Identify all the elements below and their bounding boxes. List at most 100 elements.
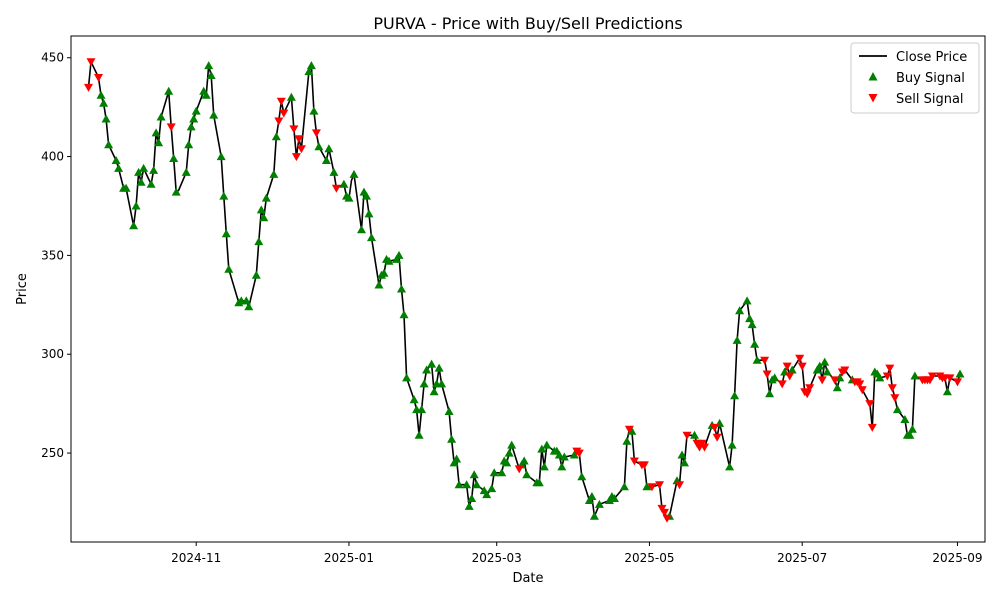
x-tick-label: 2025-09 (932, 551, 982, 565)
buy-signal-marker (587, 492, 597, 500)
chart-title: PURVA - Price with Buy/Sell Predictions (373, 14, 682, 33)
buy-signal-marker (489, 468, 499, 477)
buy-signal-marker (609, 494, 619, 502)
buy-signal-marker (892, 405, 902, 414)
buy-signal-marker (589, 511, 599, 520)
buy-signal-marker (241, 296, 251, 305)
sell-signal-marker (885, 364, 895, 373)
buy-signal-marker (822, 367, 832, 376)
y-tick-label: 350 (41, 248, 64, 262)
sell-signal-marker (311, 129, 321, 138)
buy-signal-marker (286, 92, 296, 101)
sell-signal-marker (890, 394, 900, 403)
buy-signal-marker (149, 165, 159, 174)
buy-signal-marker (329, 167, 339, 176)
buy-signal-marker (942, 387, 952, 396)
y-axis: 250 300 350 400 450 (41, 51, 71, 460)
sell-signal-marker (289, 125, 299, 134)
buy-signal-marker (309, 106, 319, 115)
buy-signal-marker (747, 320, 757, 329)
buy-signal-marker (189, 114, 199, 123)
buy-signal-marker (204, 61, 214, 70)
buy-signal-marker (765, 389, 775, 398)
y-tick-label: 400 (41, 150, 64, 164)
sell-signal-marker (802, 390, 812, 399)
buy-signal-marker (402, 373, 412, 382)
buy-signal-marker (201, 90, 211, 99)
buy-signal-marker (504, 448, 514, 457)
buy-signal-marker (379, 268, 389, 277)
sell-signal-marker (660, 508, 669, 517)
buy-signal-marker (146, 179, 156, 188)
buy-signal-marker (324, 144, 334, 153)
buy-signal-marker (444, 407, 454, 415)
buy-signal-marker (469, 470, 479, 479)
buy-signal-marker (399, 310, 409, 319)
buy-signal-marker (134, 167, 144, 176)
x-axis: 2024-11 2025-01 2025-03 2025-05 2025-07 2025-… (171, 542, 983, 565)
sell-signal-marker (953, 378, 962, 387)
buy-signal-marker (742, 296, 752, 305)
sell-signal-marker (782, 362, 792, 371)
buy-signal-marker (594, 499, 604, 508)
sell-signal-marker (700, 443, 709, 452)
buy-signal-marker (437, 379, 447, 388)
buy-signal-marker (900, 415, 910, 423)
buy-signal-marker (519, 456, 529, 465)
buy-signal-marker (394, 250, 404, 259)
buy-signal-marker (622, 436, 632, 445)
sell-signal-marker (647, 483, 657, 492)
buy-signal-marker (502, 458, 512, 467)
buy-signal-marker (219, 191, 229, 200)
x-tick-label: 2025-03 (472, 551, 522, 565)
sell-signal-marker (945, 374, 955, 383)
buy-signal-marker (367, 233, 376, 242)
y-axis-label: Price (15, 273, 30, 305)
buy-signal-marker (206, 71, 216, 79)
x-axis-label: Date (512, 571, 543, 586)
sell-signal-marker (86, 58, 96, 67)
buy-signal-marker (815, 361, 825, 370)
sell-signal-marker (795, 354, 805, 363)
buy-signal-marker (750, 339, 760, 348)
sell-signal-marker (675, 481, 684, 490)
buy-signal-marker (577, 472, 587, 481)
buy-signal-marker (256, 205, 266, 214)
legend-label-close: Close Price (896, 50, 967, 65)
buy-signal-marker (539, 462, 549, 471)
close-price-line (87, 60, 961, 520)
sell-signal-marker (639, 461, 649, 470)
buy-signal-marker (269, 169, 279, 178)
buy-signal-marker (139, 163, 149, 172)
buy-signal-marker (452, 454, 462, 463)
buy-signal-marker (642, 482, 652, 491)
buy-signal-marker (151, 128, 161, 137)
buy-signal-marker (735, 306, 745, 315)
sell-signal-marker (777, 380, 787, 389)
buy-signal-marker (427, 359, 437, 368)
buy-signal-marker (321, 156, 331, 164)
buy-signal-marker (417, 405, 427, 414)
sell-signal-marker (830, 376, 840, 385)
sell-signal-marker (760, 356, 770, 365)
x-tick-label: 2025-07 (777, 551, 827, 565)
buy-signal-marker (507, 440, 517, 449)
buy-signal-marker (129, 221, 139, 230)
sell-signal-marker (840, 366, 850, 375)
buy-signal-marker (101, 114, 111, 123)
sell-signal-marker (712, 433, 722, 442)
buy-signal-marker (820, 357, 830, 366)
buy-signal-marker (99, 98, 109, 107)
buy-signal-marker (384, 256, 394, 265)
buy-signal-marker (114, 163, 124, 172)
legend: Close Price Buy Signal Sell Signal (850, 42, 980, 114)
sell-signal-marker (867, 423, 877, 432)
buy-signal-marker (875, 373, 885, 382)
buy-signal-marker (181, 167, 191, 176)
buy-signal-marker (752, 355, 762, 364)
plot-frame (70, 35, 986, 543)
buy-signal-marker (534, 478, 544, 487)
buy-signal-marker (104, 140, 114, 149)
buy-signal-marker (690, 430, 699, 439)
